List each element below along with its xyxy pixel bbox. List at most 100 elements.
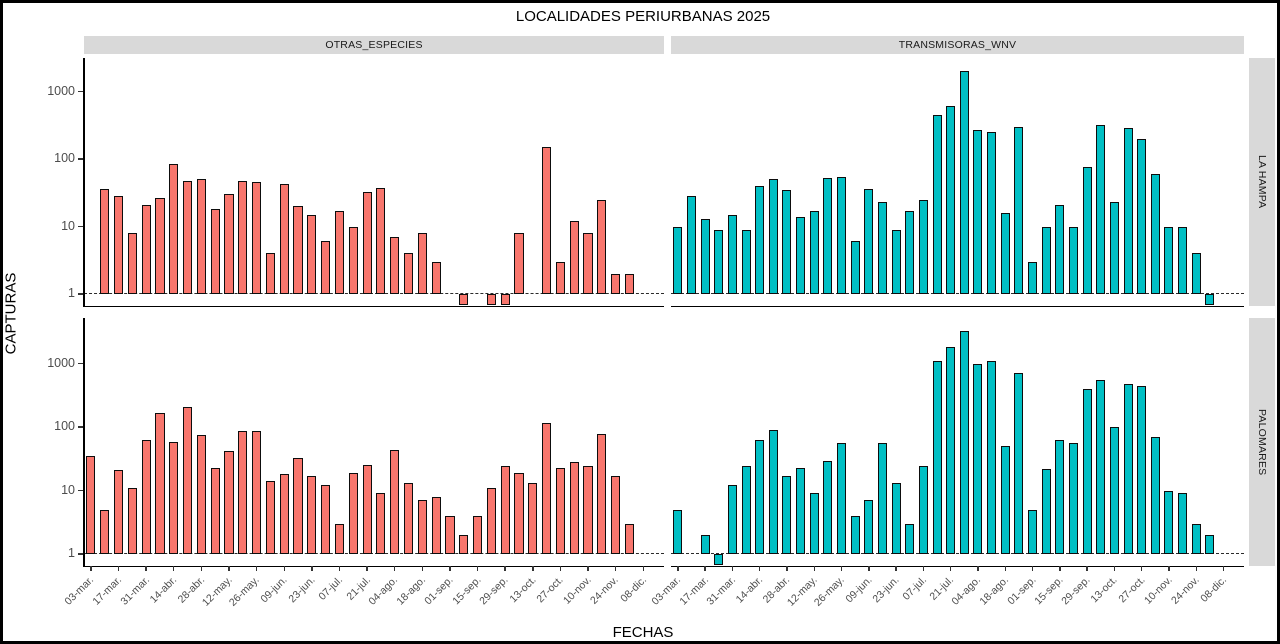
y-axis-title: CAPTURAS [2, 272, 20, 355]
y-axis-tick-label: 1 [68, 546, 75, 560]
bar [431, 496, 441, 554]
y-axis-tick [78, 426, 83, 428]
bar [700, 218, 710, 294]
bar [459, 294, 469, 305]
x-axis-tick-label: 04-ago. [949, 574, 984, 608]
x-axis-tick [1140, 566, 1143, 571]
bar [252, 431, 262, 554]
y-axis-tick [78, 158, 83, 160]
bar [1041, 468, 1051, 554]
bar [782, 475, 792, 554]
bar [959, 71, 969, 294]
bar [714, 554, 724, 565]
bar [279, 184, 289, 294]
y-axis-tick [78, 553, 83, 555]
bar [321, 241, 331, 294]
facet-strip-palomares-label: PALOMARES [1256, 408, 1268, 476]
x-axis-tick-label: 17-mar. [676, 574, 711, 608]
bar [127, 487, 137, 554]
x-axis-tick [840, 566, 843, 571]
bar [1178, 226, 1188, 294]
bar [100, 188, 110, 294]
bar [987, 360, 997, 554]
bar [850, 515, 860, 554]
y-axis-tick [78, 362, 83, 365]
bar [169, 442, 179, 554]
bar [1000, 212, 1010, 294]
facet-strip-otras-especies-label: OTRAS_ESPECIES [325, 39, 423, 51]
y-axis-tick-label: 1 [68, 286, 75, 300]
bar [224, 450, 234, 554]
x-axis-tick [786, 566, 788, 571]
bar [1082, 388, 1092, 554]
y-axis-tick-label: 10 [61, 482, 75, 497]
bar [583, 233, 593, 294]
bar [265, 253, 275, 294]
bar [155, 413, 165, 554]
bar [183, 406, 193, 554]
bar [542, 147, 552, 294]
bar [555, 467, 565, 554]
bar [714, 229, 724, 294]
bar [514, 472, 524, 554]
bar [686, 196, 696, 294]
x-axis-tick [1059, 566, 1061, 571]
bar [987, 132, 997, 294]
x-axis-tick-label: 14-abr. [733, 574, 766, 606]
x-axis-tick [228, 566, 230, 571]
x-axis-tick [1195, 566, 1197, 571]
x-axis-line [671, 565, 1244, 567]
facet-strip-otras-especies: OTRAS_ESPECIES [84, 36, 664, 54]
x-axis-tick-label: 08-dic. [1198, 574, 1230, 605]
bar [837, 443, 847, 554]
x-axis-tick [504, 566, 506, 571]
bar [127, 233, 137, 294]
baseline-dashed-line [84, 553, 664, 554]
x-axis-tick-label: 10-nov. [560, 574, 594, 607]
x-axis-tick [145, 566, 147, 571]
bar [1055, 439, 1065, 554]
y-axis-line [83, 58, 85, 307]
bar [155, 198, 165, 294]
y-axis-tick [78, 293, 83, 295]
baseline-dashed-line [671, 293, 1244, 294]
y-axis-tick-label: 1000 [47, 83, 75, 98]
x-axis-tick-label: 18-ago. [977, 574, 1011, 608]
bar [946, 347, 956, 554]
bar [837, 176, 847, 294]
bar [348, 472, 358, 554]
y-axis-tick [78, 489, 83, 492]
bar [782, 189, 792, 294]
bar [555, 261, 565, 294]
bar [973, 363, 983, 554]
x-axis-line [84, 305, 664, 307]
bar [624, 273, 635, 294]
bar [1137, 138, 1147, 294]
bar [1041, 226, 1051, 294]
x-axis-tick [704, 566, 706, 571]
bar [1205, 534, 1215, 554]
bar [1028, 509, 1038, 554]
bar [1137, 386, 1147, 554]
bar [169, 163, 179, 294]
x-axis-tick [922, 566, 925, 571]
bar [918, 466, 928, 554]
bar [1000, 446, 1010, 554]
x-axis-tick-label: 09-jun. [843, 574, 875, 606]
bar [569, 221, 579, 294]
bar [1109, 427, 1119, 554]
bar [741, 466, 751, 554]
x-axis-tick-label: 26-may. [812, 574, 848, 609]
y-axis-tick-label: 10 [61, 218, 75, 233]
x-axis-tick [394, 566, 396, 571]
bar [727, 485, 737, 554]
bar [973, 129, 983, 294]
x-axis-tick [421, 566, 424, 571]
bar [823, 177, 833, 294]
bar [1123, 127, 1133, 294]
bar [597, 433, 607, 554]
facet-panel-palomares-otras_especies [83, 318, 664, 567]
bar [1164, 490, 1174, 554]
x-axis-tick-label: 17-mar. [90, 574, 125, 608]
